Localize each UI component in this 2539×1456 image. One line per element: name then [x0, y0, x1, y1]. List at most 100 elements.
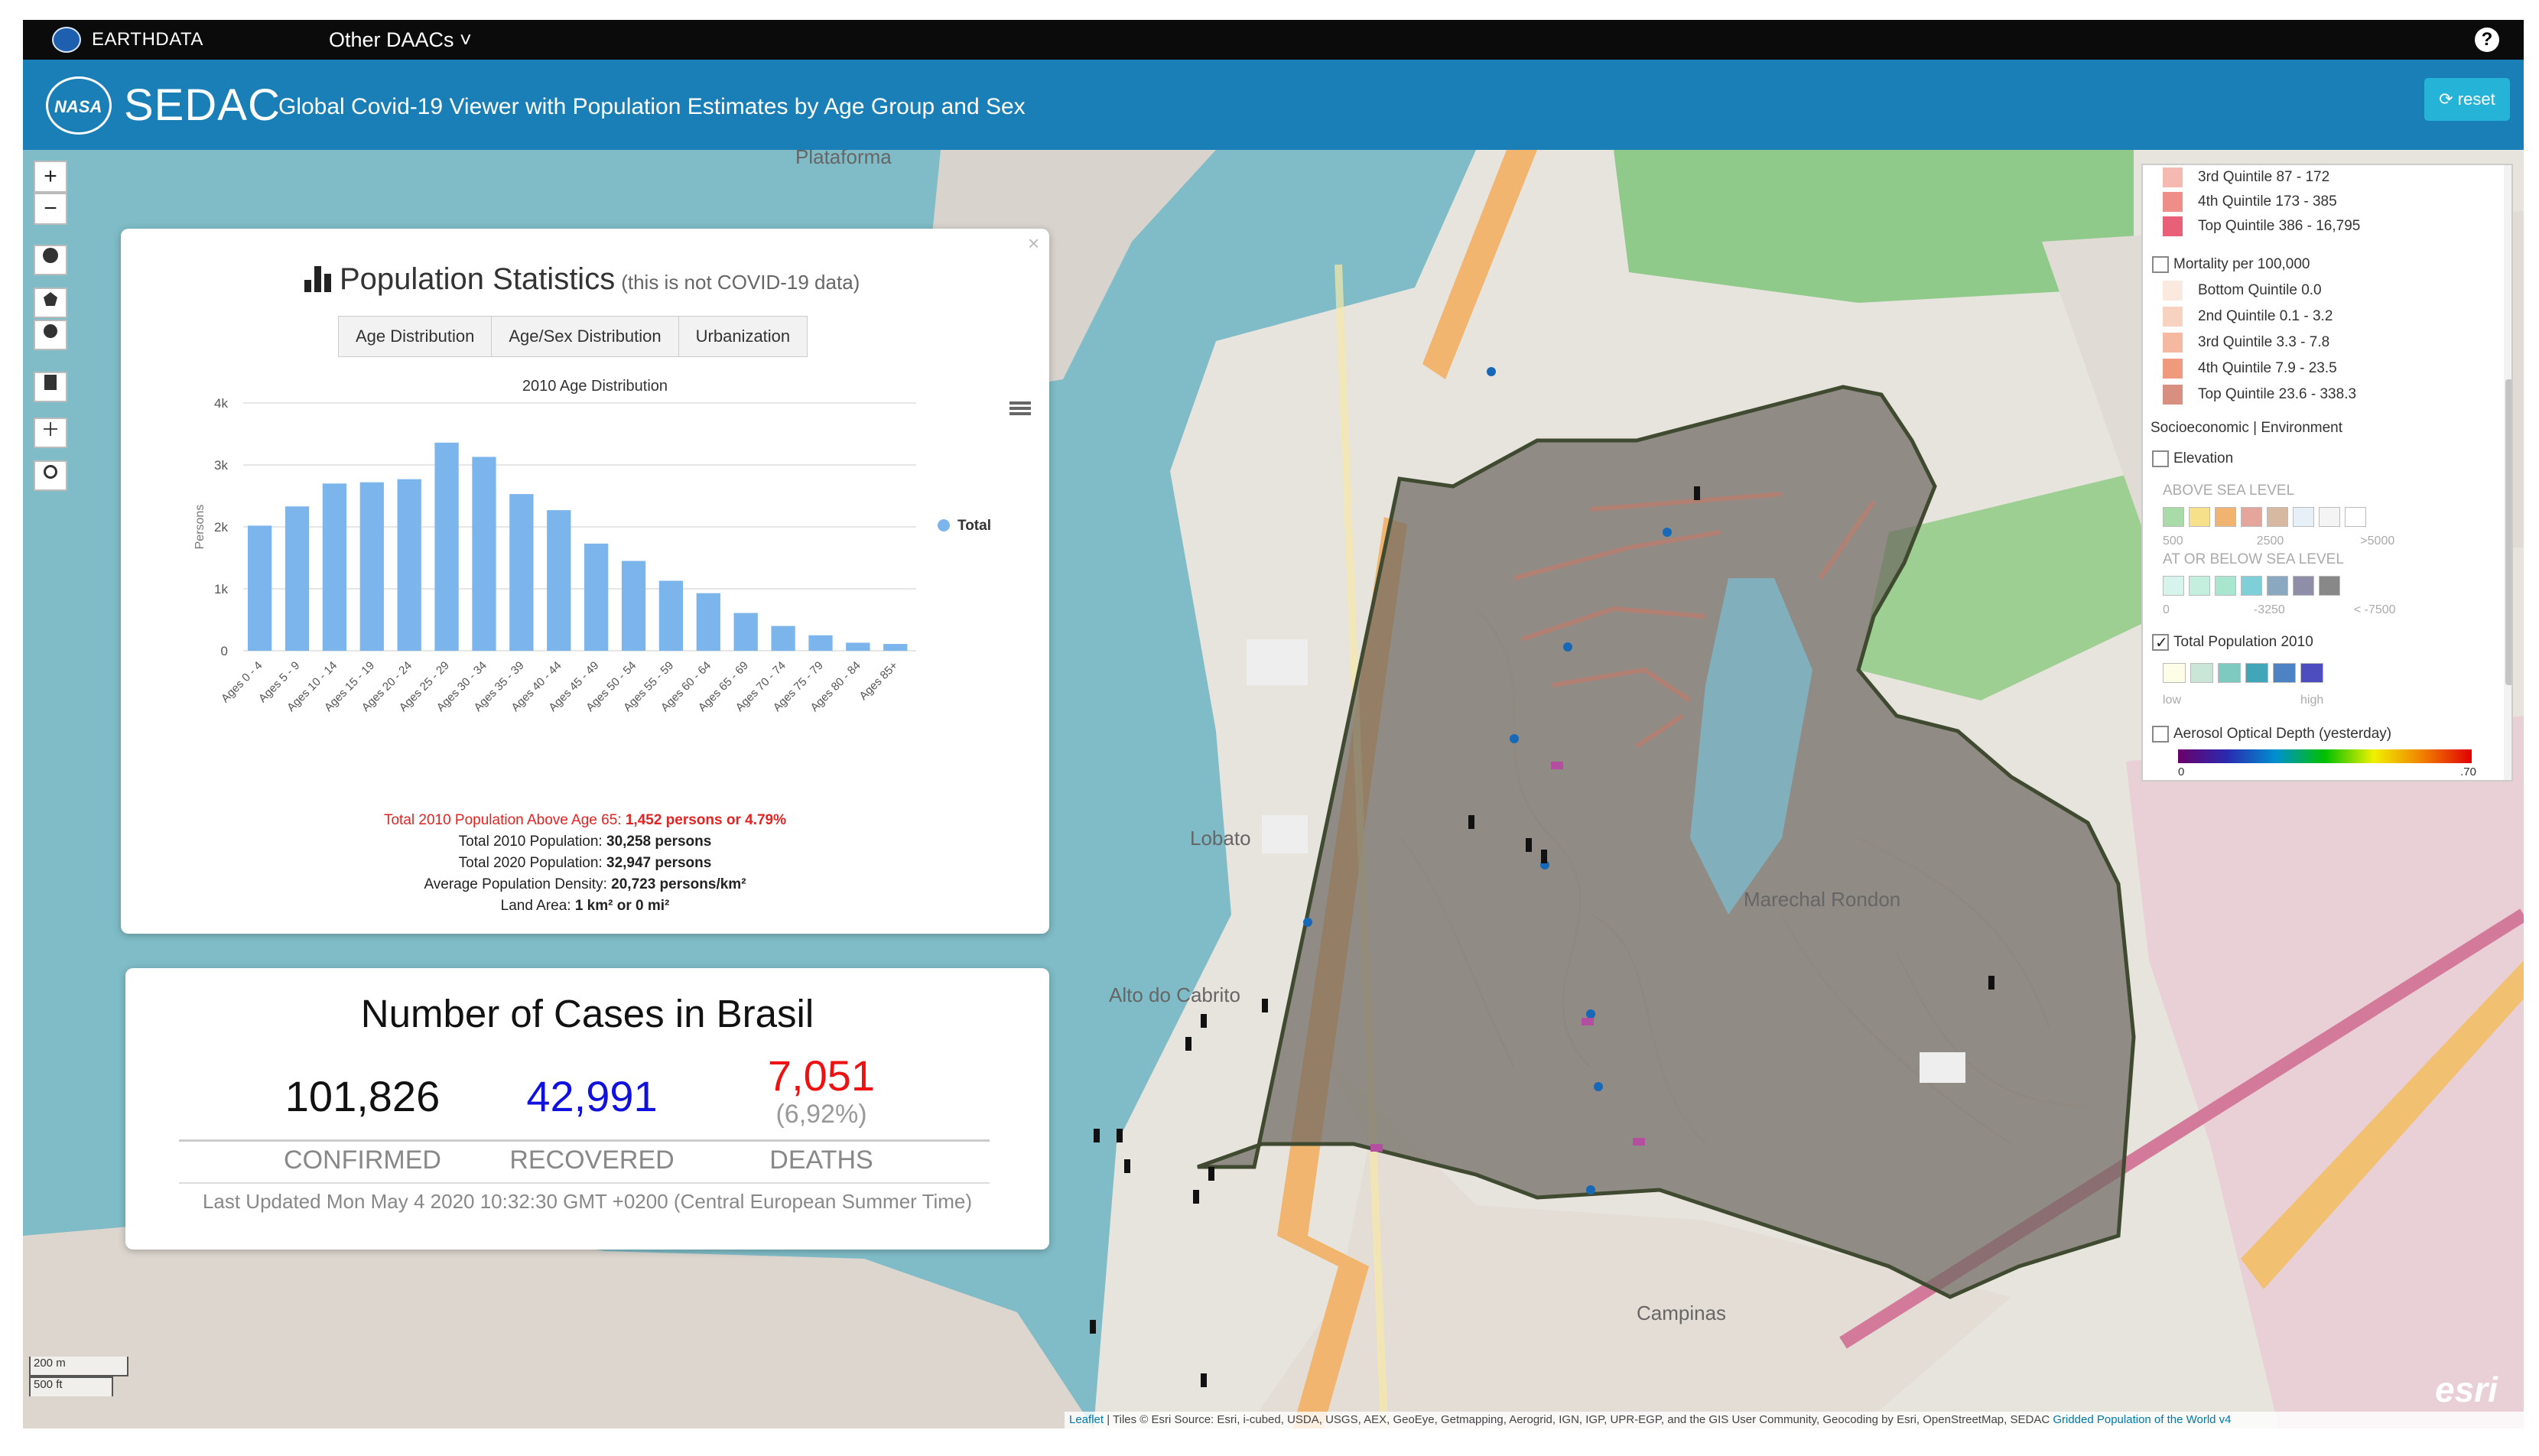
bar — [808, 635, 833, 651]
tick: -3250 — [2253, 603, 2285, 616]
ramp-swatch — [2190, 662, 2213, 683]
bar-chart-icon — [304, 266, 333, 292]
y-axis-label: Persons — [193, 505, 206, 550]
mortality-toggle[interactable]: Mortality per 100,000 — [2152, 254, 2310, 277]
legend-scrollbar-thumb[interactable] — [2505, 379, 2511, 685]
ramp-swatch — [2218, 662, 2241, 683]
bar — [284, 506, 310, 651]
map-view[interactable]: Plataforma Lobato Alto do Cabrito Marech… — [23, 150, 2524, 1428]
total-pop-checkbox[interactable] — [2152, 632, 2169, 654]
aerosol-label: Aerosol Optical Depth (yesterday) — [2173, 726, 2392, 742]
legend-row-label: Top Quintile — [2198, 218, 2275, 234]
sedac-name[interactable]: SEDAC — [124, 80, 281, 130]
legend-row-range: 7.9 - 23.5 — [2275, 360, 2337, 376]
ramp-swatch — [2215, 506, 2236, 527]
aerosol-color-ramp — [2178, 749, 2472, 763]
aerosol-toggle[interactable]: Aerosol Optical Depth (yesterday) — [2152, 723, 2391, 746]
ramp-swatch — [2163, 575, 2184, 596]
tick-low: low — [2163, 694, 2182, 707]
other-daacs-menu[interactable]: Other DAACs ˅ — [329, 28, 472, 51]
recovered-label: RECOVERED — [509, 1146, 675, 1175]
gpw-link[interactable]: Gridded Population of the World v4 — [2053, 1413, 2232, 1426]
legend-row-range: 0.0 — [2301, 282, 2322, 298]
bar — [658, 580, 684, 651]
attribution-text: | Tiles © Esri Source: Esri, i-cubed, US… — [1104, 1413, 2053, 1426]
age-distribution-chart: 2010 Age Distribution 0 1k 2k 3k 4k Persons Age… — [193, 378, 1031, 714]
stat-pop2010: Total 2010 Population: 30,258 persons — [121, 831, 1049, 853]
y-tick-label: 3k — [214, 458, 228, 473]
popup-note: (this is not COVID-19 data) — [621, 271, 860, 294]
scale-imperial: 500 ft — [29, 1376, 113, 1396]
delete-button[interactable] — [34, 372, 67, 402]
color-swatch — [2163, 167, 2183, 187]
search-button[interactable] — [34, 460, 67, 491]
popup-title-text: Population Statistics — [340, 262, 616, 296]
draw-circle-button[interactable] — [34, 320, 67, 350]
color-swatch — [2163, 358, 2183, 379]
place-label-lobato: Lobato — [1190, 827, 1251, 850]
confirmed-count: 101,826 — [284, 1072, 441, 1120]
bar — [509, 494, 534, 651]
tab-urbanization[interactable]: Urbanization — [678, 316, 808, 357]
bar — [846, 642, 870, 651]
total-pop-toggle[interactable]: Total Population 2010 — [2152, 632, 2313, 655]
divider — [179, 1139, 990, 1142]
elevation-checkbox[interactable] — [2152, 450, 2169, 467]
cases-title: Number of Cases in Brasil — [360, 992, 814, 1035]
help-icon[interactable]: ? — [2475, 28, 2499, 52]
legend-row-cases: 3rd Quintile 87 - 172 — [2163, 167, 2329, 190]
earthdata-top-bar: EARTHDATA Other DAACs ˅ ? — [23, 20, 2524, 60]
place-label-campinas: Campinas — [1637, 1302, 1727, 1324]
help-tool-button[interactable] — [34, 245, 67, 275]
earthdata-label[interactable]: EARTHDATA — [92, 29, 203, 50]
legend-row-label: 2nd Quintile — [2198, 308, 2276, 324]
question-icon — [43, 248, 58, 263]
aerosol-checkbox[interactable] — [2152, 725, 2169, 743]
mortality-checkbox[interactable] — [2152, 255, 2169, 273]
ramp-swatch — [2163, 506, 2184, 527]
y-tick-label: 0 — [221, 644, 228, 658]
legend-row-range: 386 - 16,795 — [2278, 218, 2361, 234]
tab-age-sex-distribution[interactable]: Age/Sex Distribution — [491, 316, 679, 357]
nasa-logo-icon[interactable] — [52, 27, 81, 53]
sedac-header: NASA SEDAC Global Covid-19 Viewer with P… — [23, 60, 2524, 150]
zoom-out-button[interactable]: − — [34, 193, 67, 225]
circle-icon — [44, 324, 57, 338]
total-pop-ticks: low high — [2163, 690, 2323, 713]
ramp-swatch — [2273, 662, 2296, 683]
stat-pop2020: Total 2020 Population: 32,947 persons — [121, 853, 1049, 874]
hamburger-menu-icon[interactable] — [1009, 401, 1031, 415]
last-updated: Last Updated Mon May 4 2020 10:32:30 GMT… — [202, 1190, 973, 1213]
tab-age-distribution[interactable]: Age Distribution — [338, 316, 493, 357]
deaths-count: 7,051 — [767, 1051, 876, 1100]
cases-panel: Number of Cases in Brasil 101,826 42,991… — [125, 968, 1049, 1250]
stat-pop2020-value: 32,947 persons — [606, 855, 712, 871]
legend-row-label: 3rd Quintile — [2198, 334, 2273, 350]
close-icon[interactable]: × — [1028, 232, 1040, 255]
stat-density-label: Average Population Density: — [424, 876, 607, 892]
stat-above65-value: 1,452 persons or 4.79% — [625, 812, 787, 828]
tick: < -7500 — [2353, 603, 2396, 616]
draw-polygon-button[interactable] — [34, 288, 67, 318]
place-label-marechal-rondon: Marechal Rondon — [1744, 888, 1901, 911]
ramp-swatch — [2345, 506, 2366, 527]
layer-legend-panel: 3rd Quintile 87 - 172 4th Quintile 173 -… — [2141, 164, 2513, 782]
legend-row-mortality: 4th Quintile 7.9 - 23.5 — [2163, 358, 2337, 381]
stat-pop2010-value: 30,258 persons — [606, 834, 712, 850]
below-sea-ramp — [2163, 575, 2345, 598]
nasa-meatball-logo[interactable]: NASA — [46, 76, 112, 135]
bar — [547, 510, 571, 651]
leaflet-link[interactable]: Leaflet — [1069, 1413, 1104, 1426]
divider — [179, 1182, 990, 1184]
bar — [397, 479, 421, 651]
elevation-toggle[interactable]: Elevation — [2152, 448, 2233, 471]
legend-label: Total — [957, 518, 991, 534]
locate-button[interactable] — [34, 418, 67, 448]
population-stats: Total 2010 Population Above Age 65: 1,45… — [121, 810, 1049, 917]
x-tick-label: Ages 85+ — [857, 659, 900, 703]
reset-button[interactable]: ⟳ reset — [2424, 78, 2510, 121]
tick-min: 0 — [2178, 765, 2185, 778]
zoom-in-button[interactable]: + — [34, 161, 67, 193]
legend-marker — [938, 519, 950, 531]
total-pop-ramp — [2163, 662, 2328, 685]
